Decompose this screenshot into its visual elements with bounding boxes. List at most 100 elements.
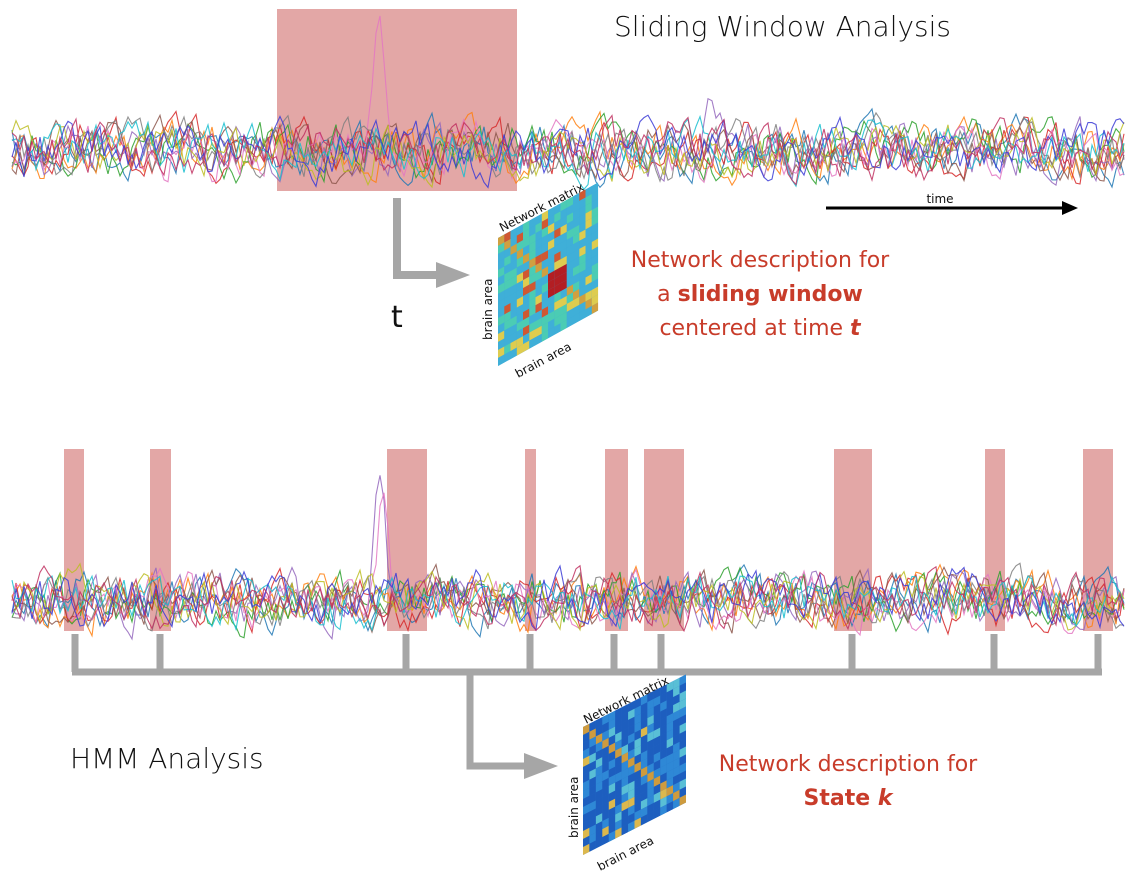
matrix-cell (615, 819, 622, 831)
matrix-cell (535, 325, 542, 338)
matrix-cell (589, 776, 596, 788)
matrix-cell (595, 805, 603, 817)
matrix-cell (548, 262, 555, 275)
signal-trace (11, 114, 1125, 189)
matrix-cell (653, 719, 661, 731)
matrix-cell (595, 725, 603, 737)
matrix-cell (615, 811, 622, 823)
matrix-cell (554, 203, 561, 215)
matrix-cell (566, 276, 574, 288)
matrix-cell (679, 730, 686, 742)
matrix-cell (621, 816, 628, 828)
matrix-cell (595, 813, 603, 825)
matrix-cell (634, 745, 641, 757)
matrix-cell (510, 323, 517, 336)
matrix-cell (585, 242, 592, 254)
matrix-cell (579, 229, 586, 241)
matrix-cell (628, 708, 635, 721)
matrix-cell (628, 796, 635, 809)
matrix-cell (529, 321, 536, 333)
top-signal-traces (11, 15, 1125, 191)
matrix-cell (583, 779, 590, 791)
matrix-cell (621, 712, 628, 724)
matrix-cell (573, 216, 580, 229)
hmm-description: Network description for State k (700, 748, 996, 816)
matrix-cell (529, 273, 536, 285)
matrix-cell (595, 821, 603, 833)
matrix-cell (541, 290, 549, 302)
matrix-cell (535, 253, 542, 266)
matrix-cell (579, 189, 586, 201)
matrix-cell (585, 226, 592, 238)
matrix-cell (560, 239, 567, 252)
matrix-cell (498, 258, 505, 270)
matrix-cell (560, 263, 567, 276)
matrix-cell (608, 830, 616, 842)
matrix-cell (510, 251, 517, 264)
matrix-cell (634, 713, 641, 725)
matrix-cell (591, 270, 599, 283)
matrix-cell (628, 780, 635, 793)
matrix-cell (602, 753, 609, 766)
matrix-cell (566, 308, 574, 320)
matrix-cell (583, 763, 590, 775)
matrix-cell (660, 684, 667, 696)
matrix-cell (585, 250, 592, 262)
matrix-cell (615, 803, 622, 815)
matrix-cell (554, 299, 561, 311)
matrix-cell (523, 252, 530, 265)
matrix-cell (653, 743, 661, 755)
matrix-cell (591, 222, 599, 235)
matrix-cell (602, 785, 609, 798)
matrix-cell (541, 314, 549, 326)
matrix-cell (504, 335, 511, 347)
matrix-cell (541, 274, 549, 286)
matrix-cell (589, 800, 596, 812)
matrix-cell (621, 736, 628, 748)
matrix-cell (595, 829, 603, 841)
matrix-cell (679, 682, 686, 694)
matrix-cell (660, 724, 667, 736)
matrix-cell (647, 786, 654, 799)
matrix-cell (595, 797, 603, 809)
matrix-cell (660, 708, 667, 720)
matrix-cell (591, 214, 599, 227)
matrix-cell (666, 681, 674, 693)
matrix-cell (589, 840, 596, 852)
matrix-cell (516, 304, 524, 316)
matrix-cell (673, 677, 680, 690)
matrix-cell (647, 810, 654, 823)
matrix-cell (504, 271, 511, 283)
matrix-cell (535, 285, 542, 298)
matrix-cell (535, 277, 542, 290)
matrix-cell (541, 322, 549, 334)
matrix-cell (548, 302, 555, 315)
matrix-cell (621, 744, 628, 756)
matrix-cell (516, 272, 524, 284)
matrix-cell (589, 832, 596, 844)
matrix-cell (583, 739, 590, 751)
matrix-cell (602, 809, 609, 822)
matrix-cell (595, 717, 603, 729)
matrix-cell (660, 716, 667, 728)
matrix-cell (504, 303, 511, 315)
matrix-cell (591, 206, 599, 219)
matrix-cell (560, 287, 567, 300)
matrix-cell (504, 343, 511, 355)
matrix-cell (554, 243, 561, 255)
matrix-cell (583, 771, 590, 783)
matrix-cell (535, 317, 542, 330)
time-label: time (926, 192, 953, 206)
matrix-cell (615, 739, 622, 751)
top-connector-arrow (393, 198, 470, 288)
matrix-cell (660, 700, 667, 712)
matrix-cell (516, 328, 524, 340)
matrix-cell (589, 736, 596, 748)
matrix-cell (554, 211, 561, 223)
matrix-cell (548, 286, 555, 299)
matrix-cell (529, 281, 536, 293)
matrix-cell (523, 324, 530, 337)
sliding-window-description-line3: centered at time t (612, 312, 908, 346)
matrix-cell (504, 295, 511, 307)
matrix-cell (647, 738, 654, 751)
